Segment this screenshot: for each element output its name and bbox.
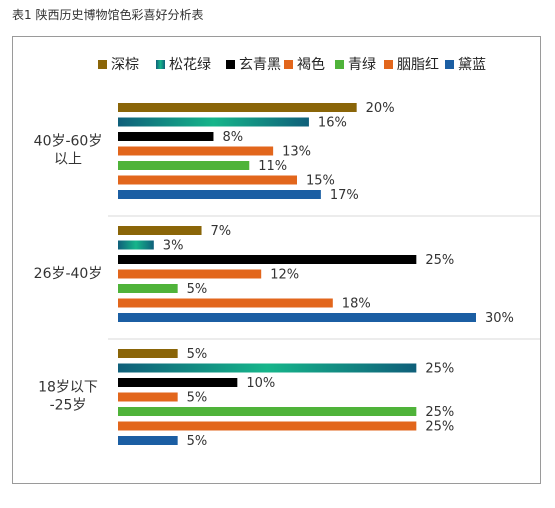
category-label-0-line-0: 40岁-60岁 bbox=[34, 134, 103, 150]
legend-swatch-2 bbox=[226, 60, 235, 69]
data-label-g1-s4: 5% bbox=[187, 282, 208, 297]
category-label-0-line-1: 以上 bbox=[54, 152, 82, 168]
data-label-g1-s1: 3% bbox=[163, 239, 184, 254]
data-labels: 20% 16% 8% 13%11% 15%17% 7% 3% 25% 12% 5% 18% 30% 5%… bbox=[163, 101, 514, 449]
legend: 深棕 松花绿 玄青黑 褐色 青绿 胭脂红 黛蓝 bbox=[98, 56, 486, 73]
group-separators bbox=[108, 215, 540, 340]
data-label-g0-s2: 8% bbox=[222, 130, 243, 145]
bar-g0-s1 bbox=[118, 117, 309, 127]
table-caption: 表1 陕西历史博物馆色彩喜好分析表 bbox=[12, 8, 204, 22]
bar-g0-s6 bbox=[118, 190, 321, 199]
legend-swatch-1 bbox=[156, 60, 165, 69]
data-label-g1-s3: 12% bbox=[270, 268, 299, 283]
data-label-g2-s3: 5% bbox=[187, 391, 208, 406]
bar-g0-s0 bbox=[118, 103, 357, 112]
bar-g2-s4 bbox=[118, 407, 417, 416]
bar-g0-s2 bbox=[118, 132, 214, 141]
data-label-g2-s6: 5% bbox=[187, 434, 208, 449]
legend-swatch-3 bbox=[284, 60, 293, 69]
legend-swatch-6 bbox=[445, 60, 454, 69]
legend-swatch-0 bbox=[98, 60, 107, 69]
bar-g2-s6 bbox=[118, 436, 178, 445]
bar-g0-s3 bbox=[118, 146, 274, 156]
legend-label-2: 玄青黑 bbox=[239, 56, 281, 73]
data-label-g2-s0: 5% bbox=[187, 347, 208, 362]
legend-label-5: 胭脂红 bbox=[397, 57, 439, 73]
data-label-g2-s4: 25% bbox=[425, 405, 454, 420]
category-label-1-line-0: 26岁-40岁 bbox=[34, 266, 103, 282]
data-label-g2-s1: 25% bbox=[425, 362, 454, 377]
data-label-g0-s1: 16% bbox=[318, 116, 347, 131]
bars bbox=[118, 103, 476, 445]
legend-label-0: 深棕 bbox=[111, 57, 139, 73]
bar-g0-s5 bbox=[118, 175, 297, 185]
legend-label-1: 松花绿 bbox=[169, 57, 211, 73]
legend-label-4: 青绿 bbox=[348, 57, 376, 73]
legend-swatch-4 bbox=[335, 60, 344, 69]
bar-g1-s3 bbox=[118, 269, 262, 279]
color-preference-bar-chart: 深棕 松花绿 玄青黑 褐色 青绿 胭脂红 黛蓝 20% 16% 8% 13%11% 15%17% 7%… bbox=[34, 56, 540, 449]
data-label-g1-s0: 7% bbox=[211, 224, 232, 239]
data-label-g0-s0: 20% bbox=[366, 101, 395, 116]
chart-frame: 深棕 松花绿 玄青黑 褐色 青绿 胭脂红 黛蓝 20% 16% 8% 13% 11% 15% 17% 7%… bbox=[12, 36, 541, 484]
legend-swatch-5 bbox=[384, 60, 393, 69]
data-label-g1-s6: 30% bbox=[485, 311, 514, 326]
bar-g2-s1 bbox=[118, 363, 417, 373]
bar-g2-s3 bbox=[118, 392, 178, 402]
legend-label-6: 黛蓝 bbox=[458, 57, 486, 73]
category-label-2-line-1: -25岁 bbox=[50, 398, 87, 414]
data-label-g0-s5: 15% bbox=[306, 174, 335, 189]
data-label-g0-s4: 11% bbox=[258, 159, 287, 174]
category-label-2-line-0: 18岁以下 bbox=[38, 380, 98, 396]
bar-g2-s0 bbox=[118, 349, 178, 358]
data-label-g1-s5: 18% bbox=[342, 297, 371, 312]
bar-g1-s4 bbox=[118, 284, 178, 293]
data-label-g2-s5: 25% bbox=[425, 420, 454, 435]
bar-g1-s6 bbox=[118, 313, 476, 322]
data-label-g1-s2: 25% bbox=[425, 253, 454, 268]
bar-g1-s0 bbox=[118, 226, 202, 235]
legend-label-3: 褐色 bbox=[297, 56, 325, 73]
data-label-g2-s2: 10% bbox=[246, 376, 275, 391]
data-label-g0-s6: 17% bbox=[330, 188, 359, 203]
bar-g1-s2 bbox=[118, 255, 417, 264]
bar-g0-s4 bbox=[118, 161, 250, 170]
bar-g1-s1 bbox=[118, 240, 154, 250]
bar-g2-s2 bbox=[118, 378, 238, 387]
bar-g1-s5 bbox=[118, 298, 333, 308]
data-label-g0-s3: 13% bbox=[282, 145, 311, 160]
bar-g2-s5 bbox=[118, 421, 417, 431]
